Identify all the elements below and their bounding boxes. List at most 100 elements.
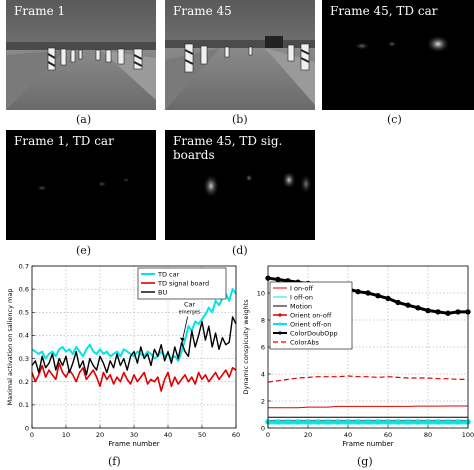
legend-label: Orient off-on xyxy=(290,320,331,328)
series-point xyxy=(415,305,421,311)
annotation-arrowhead xyxy=(180,337,185,343)
y-tick-label: 6 xyxy=(261,343,265,351)
series-point xyxy=(455,309,461,315)
series-line-i-on-off xyxy=(268,405,468,409)
x-tick-label: 40 xyxy=(164,431,172,439)
series-point xyxy=(385,419,391,425)
series-point xyxy=(305,419,311,425)
legend-marker xyxy=(278,331,282,335)
series-point xyxy=(395,299,401,306)
series-point xyxy=(365,419,371,425)
caption-g: (g) xyxy=(357,455,373,468)
y-axis-label: Maximal activation on saliency map xyxy=(6,289,14,406)
series-point xyxy=(295,419,301,425)
y-tick-label: 8 xyxy=(261,316,265,324)
x-tick-label: 50 xyxy=(198,431,206,439)
y-tick-label: 0 xyxy=(25,424,29,432)
y-axis-label: Dynamic conspicuity weights xyxy=(242,299,250,395)
series-line-td-car xyxy=(31,288,237,362)
series-point xyxy=(335,419,341,425)
series-point xyxy=(315,419,321,425)
caption-a: (a) xyxy=(76,113,92,126)
frame-1-td-car-map: Frame 1, TD car xyxy=(6,130,156,240)
x-tick-label: 60 xyxy=(232,431,240,439)
series-line-bu xyxy=(31,316,237,376)
frame-45-td-car-title: Frame 45, TD car xyxy=(330,4,438,18)
legend-marker xyxy=(278,313,282,317)
frame-1-image: Frame 1 xyxy=(6,0,156,110)
frame-1-title: Frame 1 xyxy=(14,4,66,18)
series-point xyxy=(355,288,361,295)
x-tick-label: 0 xyxy=(266,431,270,439)
y-tick-label: 4 xyxy=(261,370,265,378)
series-point xyxy=(285,419,291,425)
frame-1-td-car-title: Frame 1, TD car xyxy=(14,134,114,148)
series-point xyxy=(445,310,451,316)
x-tick-label: 100 xyxy=(462,431,474,439)
x-tick-label: 40 xyxy=(344,431,352,439)
series-line-td-signal-board xyxy=(31,362,237,392)
legend-label: ColorAbs xyxy=(290,338,320,346)
series-point xyxy=(435,309,441,315)
plot-frame xyxy=(31,265,237,429)
y-tick-label: 10 xyxy=(257,289,265,297)
caption-f: (f) xyxy=(108,455,121,468)
legend-label: ColorDoubOpp xyxy=(290,329,338,337)
series-point xyxy=(385,295,391,302)
series-point xyxy=(325,419,331,425)
series-point xyxy=(425,419,431,425)
legend-marker xyxy=(278,322,282,326)
series-point xyxy=(275,276,281,283)
frame-45-td-car-map: Frame 45, TD car xyxy=(322,0,474,110)
plot-frame xyxy=(267,265,469,429)
y-tick-label: 0.4 xyxy=(19,332,29,340)
series-point xyxy=(405,302,411,308)
y-tick-label: 0.5 xyxy=(19,309,29,317)
series-point xyxy=(425,307,431,314)
series-point xyxy=(375,419,381,425)
series-line-colorabs xyxy=(267,375,468,383)
series-point xyxy=(415,419,421,425)
x-tick-label: 20 xyxy=(304,431,312,439)
legend-label: Motion xyxy=(290,302,312,310)
legend-label: Orient on-off xyxy=(290,311,332,319)
series-point xyxy=(375,293,381,299)
series-point xyxy=(365,290,371,296)
caption-e: (e) xyxy=(76,244,92,257)
y-tick-label: 0.3 xyxy=(19,355,29,363)
series-point xyxy=(455,419,461,425)
y-tick-label: 2 xyxy=(261,397,265,405)
caption-b: (b) xyxy=(232,113,248,126)
legend-label: TD signal board xyxy=(157,279,209,287)
y-tick-label: 0.6 xyxy=(19,285,29,293)
annotation-arrow xyxy=(182,316,188,340)
legend-label: BU xyxy=(158,288,167,296)
frame-45-image: Frame 45 xyxy=(165,0,315,110)
caption-c: (c) xyxy=(387,113,402,126)
x-tick-label: 0 xyxy=(30,431,34,439)
series-point xyxy=(275,419,281,425)
series-point xyxy=(345,419,351,425)
frame-45-td-sig-boards-map: Frame 45, TD sig. boards xyxy=(165,130,315,240)
x-axis-label: Frame number xyxy=(108,440,159,448)
annotation-label: Car xyxy=(184,301,196,309)
y-tick-label: 0.2 xyxy=(19,378,29,386)
chart-f-saliency-activation: 0 10 20 30 40 50 60 0 0.1 0.2 0.3 0.4 0.5 0.6 0.7 Frame… xyxy=(6,262,240,448)
frame-45-title: Frame 45 xyxy=(173,4,232,18)
y-tick-label: 0.7 xyxy=(19,262,29,270)
legend-label: TD car xyxy=(157,270,180,278)
x-tick-label: 10 xyxy=(62,431,70,439)
series-point xyxy=(405,419,411,425)
series-point xyxy=(445,419,451,425)
x-axis-label: Frame number xyxy=(342,440,393,448)
frame-45-td-sig-boards-title: Frame 45, TD sig. boards xyxy=(173,134,283,162)
x-tick-label: 30 xyxy=(130,431,138,439)
chart-g-conspicuity-weights: 0 20 40 60 80 100 0 2 4 6 8 10 Frame number Dynamic c… xyxy=(242,265,474,448)
x-tick-label: 80 xyxy=(424,431,432,439)
series-point xyxy=(395,419,401,425)
x-tick-label: 20 xyxy=(96,431,104,439)
y-tick-label: 0.1 xyxy=(19,401,29,409)
y-tick-label: 0 xyxy=(261,424,265,432)
x-tick-label: 60 xyxy=(384,431,392,439)
series-point xyxy=(435,419,441,425)
